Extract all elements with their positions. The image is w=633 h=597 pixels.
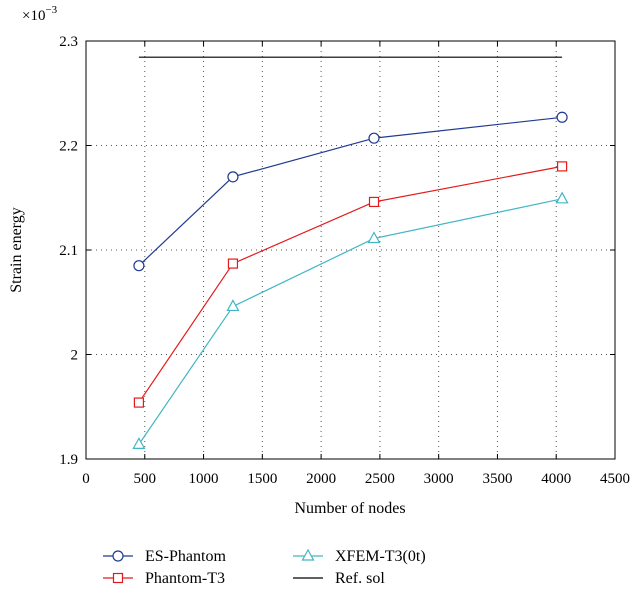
square-marker (368, 196, 380, 208)
x-tick-label: 3500 (482, 471, 512, 487)
y-axis-label: Strain energy (8, 207, 25, 292)
legend-item: Phantom-T3 (103, 570, 225, 587)
circle-marker (112, 550, 124, 562)
legend-label: Phantom-T3 (145, 570, 225, 587)
y-tick-label: 2 (71, 348, 79, 364)
circle-marker (133, 260, 145, 272)
series-line (138, 116, 563, 267)
square-marker (112, 572, 124, 584)
x-axis-label: Number of nodes (294, 500, 405, 517)
series-es-phantom (133, 111, 568, 272)
y-tick-label: 2.2 (59, 139, 78, 155)
x-tick-label: 2500 (365, 471, 395, 487)
circle-marker (368, 132, 380, 144)
x-tick-label: 2000 (306, 471, 336, 487)
square-marker (133, 397, 144, 408)
legend: ES-Phantom Phantom-T3 XFEM-T3(0t) Ref. sol (103, 548, 426, 587)
series-layer (132, 56, 569, 449)
x-tick-label: 1000 (189, 471, 219, 487)
y-tick-label: 2.1 (59, 243, 78, 259)
series-line (138, 165, 563, 403)
triangle-marker (555, 191, 569, 204)
circle-marker (227, 171, 239, 183)
triangle-marker (226, 299, 240, 312)
x-tick-label: 4000 (541, 471, 571, 487)
y-multiplier-exponent: −3 (45, 4, 57, 16)
series-phantom-t3 (133, 161, 568, 408)
x-tick-label: 4500 (600, 471, 630, 487)
y-multiplier-label: ×10−3 (22, 4, 58, 24)
legend-item: XFEM-T3(0t) (293, 548, 426, 565)
legend-item: Ref. sol (293, 570, 385, 587)
legend-item: ES-Phantom (103, 548, 226, 565)
triangle-marker (301, 548, 315, 561)
x-tick-label: 0 (82, 471, 90, 487)
x-tick-label: 500 (134, 471, 157, 487)
triangle-marker (367, 231, 381, 244)
x-tick-label: 3000 (424, 471, 454, 487)
y-tick-label: 1.9 (59, 452, 78, 468)
series-xfem-t3-0t (132, 191, 569, 449)
grid (86, 41, 615, 459)
axis-ticks: 0 500 1000 1500 2000 2500 3000 3500 4000 4500 1.9 2… (59, 34, 630, 487)
square-marker (556, 161, 568, 172)
square-marker (227, 258, 239, 269)
triangle-marker (132, 437, 146, 449)
circle-marker (556, 111, 568, 123)
legend-label: ES-Phantom (145, 548, 226, 565)
y-tick-label: 2.3 (59, 34, 78, 50)
legend-label: Ref. sol (335, 570, 385, 587)
legend-label: XFEM-T3(0t) (335, 548, 426, 565)
series-line (138, 198, 563, 445)
x-tick-label: 1500 (247, 471, 277, 487)
